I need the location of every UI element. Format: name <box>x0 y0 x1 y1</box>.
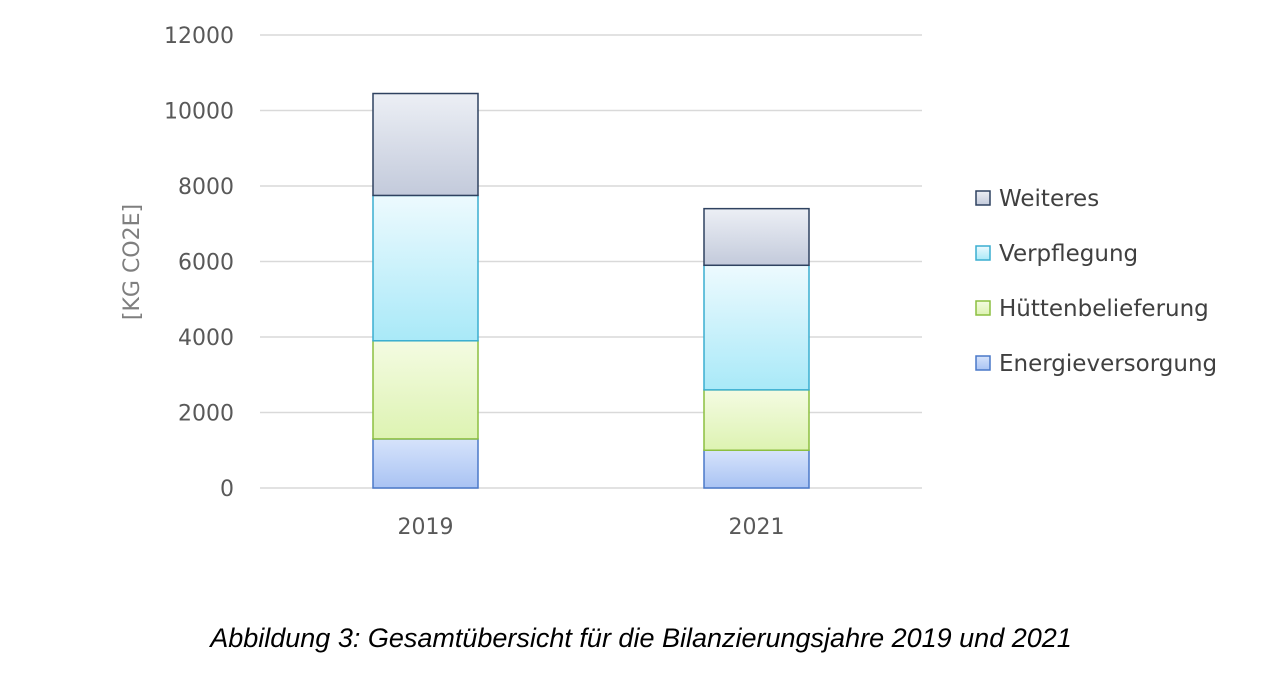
bar-segment <box>372 92 479 197</box>
y-tick-label: 8000 <box>178 175 234 200</box>
bar-segment <box>372 194 479 342</box>
bar-segment <box>703 449 810 489</box>
legend-swatch <box>975 245 991 261</box>
x-tick-label: 2019 <box>398 515 454 540</box>
y-axis-label: [KG CO2E] <box>120 204 145 320</box>
y-tick-label: 12000 <box>164 24 234 49</box>
legend-label: Hüttenbelieferung <box>999 296 1209 322</box>
legend-label: Energieversorgung <box>999 351 1217 377</box>
legend-swatch <box>975 355 991 371</box>
legend: Weiteres Verpflegung Hüttenbelieferung Ener… <box>975 186 1217 377</box>
x-tick-label: 2021 <box>729 515 785 540</box>
y-tick-label: 6000 <box>178 251 234 276</box>
y-axis-tick-labels: 0 2000 4000 6000 8000 10000 12000 <box>164 24 234 502</box>
bar-segment <box>703 207 810 267</box>
y-tick-label: 0 <box>220 477 234 502</box>
legend-label: Weiteres <box>999 186 1099 212</box>
y-tick-label: 4000 <box>178 326 234 351</box>
stacked-bar-chart: 0 2000 4000 6000 8000 10000 12000 [KG CO2E] 20… <box>120 24 1217 540</box>
legend-swatch <box>975 300 991 316</box>
bar-segment <box>703 389 810 452</box>
gridlines <box>260 34 922 489</box>
x-axis-tick-labels: 2019 2021 <box>398 515 785 540</box>
legend-swatch <box>975 190 991 206</box>
y-tick-label: 10000 <box>164 100 234 125</box>
bars <box>372 92 810 489</box>
bar-segment <box>703 264 810 391</box>
legend-label: Verpflegung <box>999 241 1138 267</box>
figure-caption: Abbildung 3: Gesamtübersicht für die Bil… <box>210 623 1072 653</box>
y-tick-label: 2000 <box>178 402 234 427</box>
bar-segment <box>372 340 479 440</box>
bar-segment <box>372 438 479 489</box>
